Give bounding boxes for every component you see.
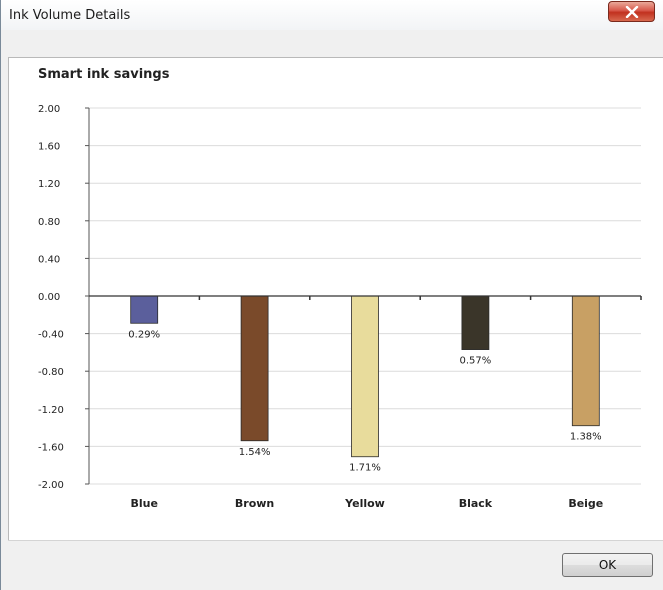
window-title: Ink Volume Details <box>9 8 131 23</box>
bar <box>130 295 159 324</box>
close-x-icon <box>625 6 639 18</box>
data-label: 1.71% <box>349 463 381 474</box>
category-label: Beige <box>568 497 603 510</box>
ok-button[interactable]: OK <box>562 553 653 577</box>
footer-separator <box>8 540 663 541</box>
chart-panel <box>8 57 663 541</box>
y-tick-label: 0.80 <box>38 217 60 228</box>
y-tick-label: 0.40 <box>38 254 60 265</box>
bar <box>461 295 490 350</box>
y-tick-label: -0.80 <box>38 367 64 378</box>
category-label: Brown <box>235 497 274 510</box>
bar <box>240 295 269 442</box>
y-tick-label: -1.20 <box>38 405 64 416</box>
y-tick-label: 0.00 <box>38 292 60 303</box>
bar <box>351 295 379 458</box>
data-label: 0.29% <box>128 329 160 340</box>
y-tick-label: -2.00 <box>38 480 64 491</box>
y-tick-label: -0.40 <box>38 330 64 341</box>
panel-top-strip <box>1 30 663 57</box>
category-label: Blue <box>130 497 157 510</box>
close-button[interactable] <box>608 1 655 22</box>
bar-chart: 2.00 1.60 1.20 0.80 0.40 0.00 -0.40 -0.80 -1.20 -… <box>38 104 642 510</box>
category-label: Black <box>459 497 493 510</box>
y-tick-label: -1.60 <box>38 442 64 453</box>
data-label: 1.54% <box>239 447 271 458</box>
data-label: 1.38% <box>570 432 602 443</box>
chart-title: Smart ink savings <box>38 67 170 82</box>
bar <box>571 295 600 427</box>
data-label: 0.57% <box>460 356 492 367</box>
y-tick-label: 1.60 <box>38 142 60 153</box>
title-bar: Ink Volume Details <box>1 0 663 30</box>
category-label: Yellow <box>344 497 385 510</box>
y-tick-label: 2.00 <box>38 104 60 115</box>
y-tick-label: 1.20 <box>38 179 60 190</box>
